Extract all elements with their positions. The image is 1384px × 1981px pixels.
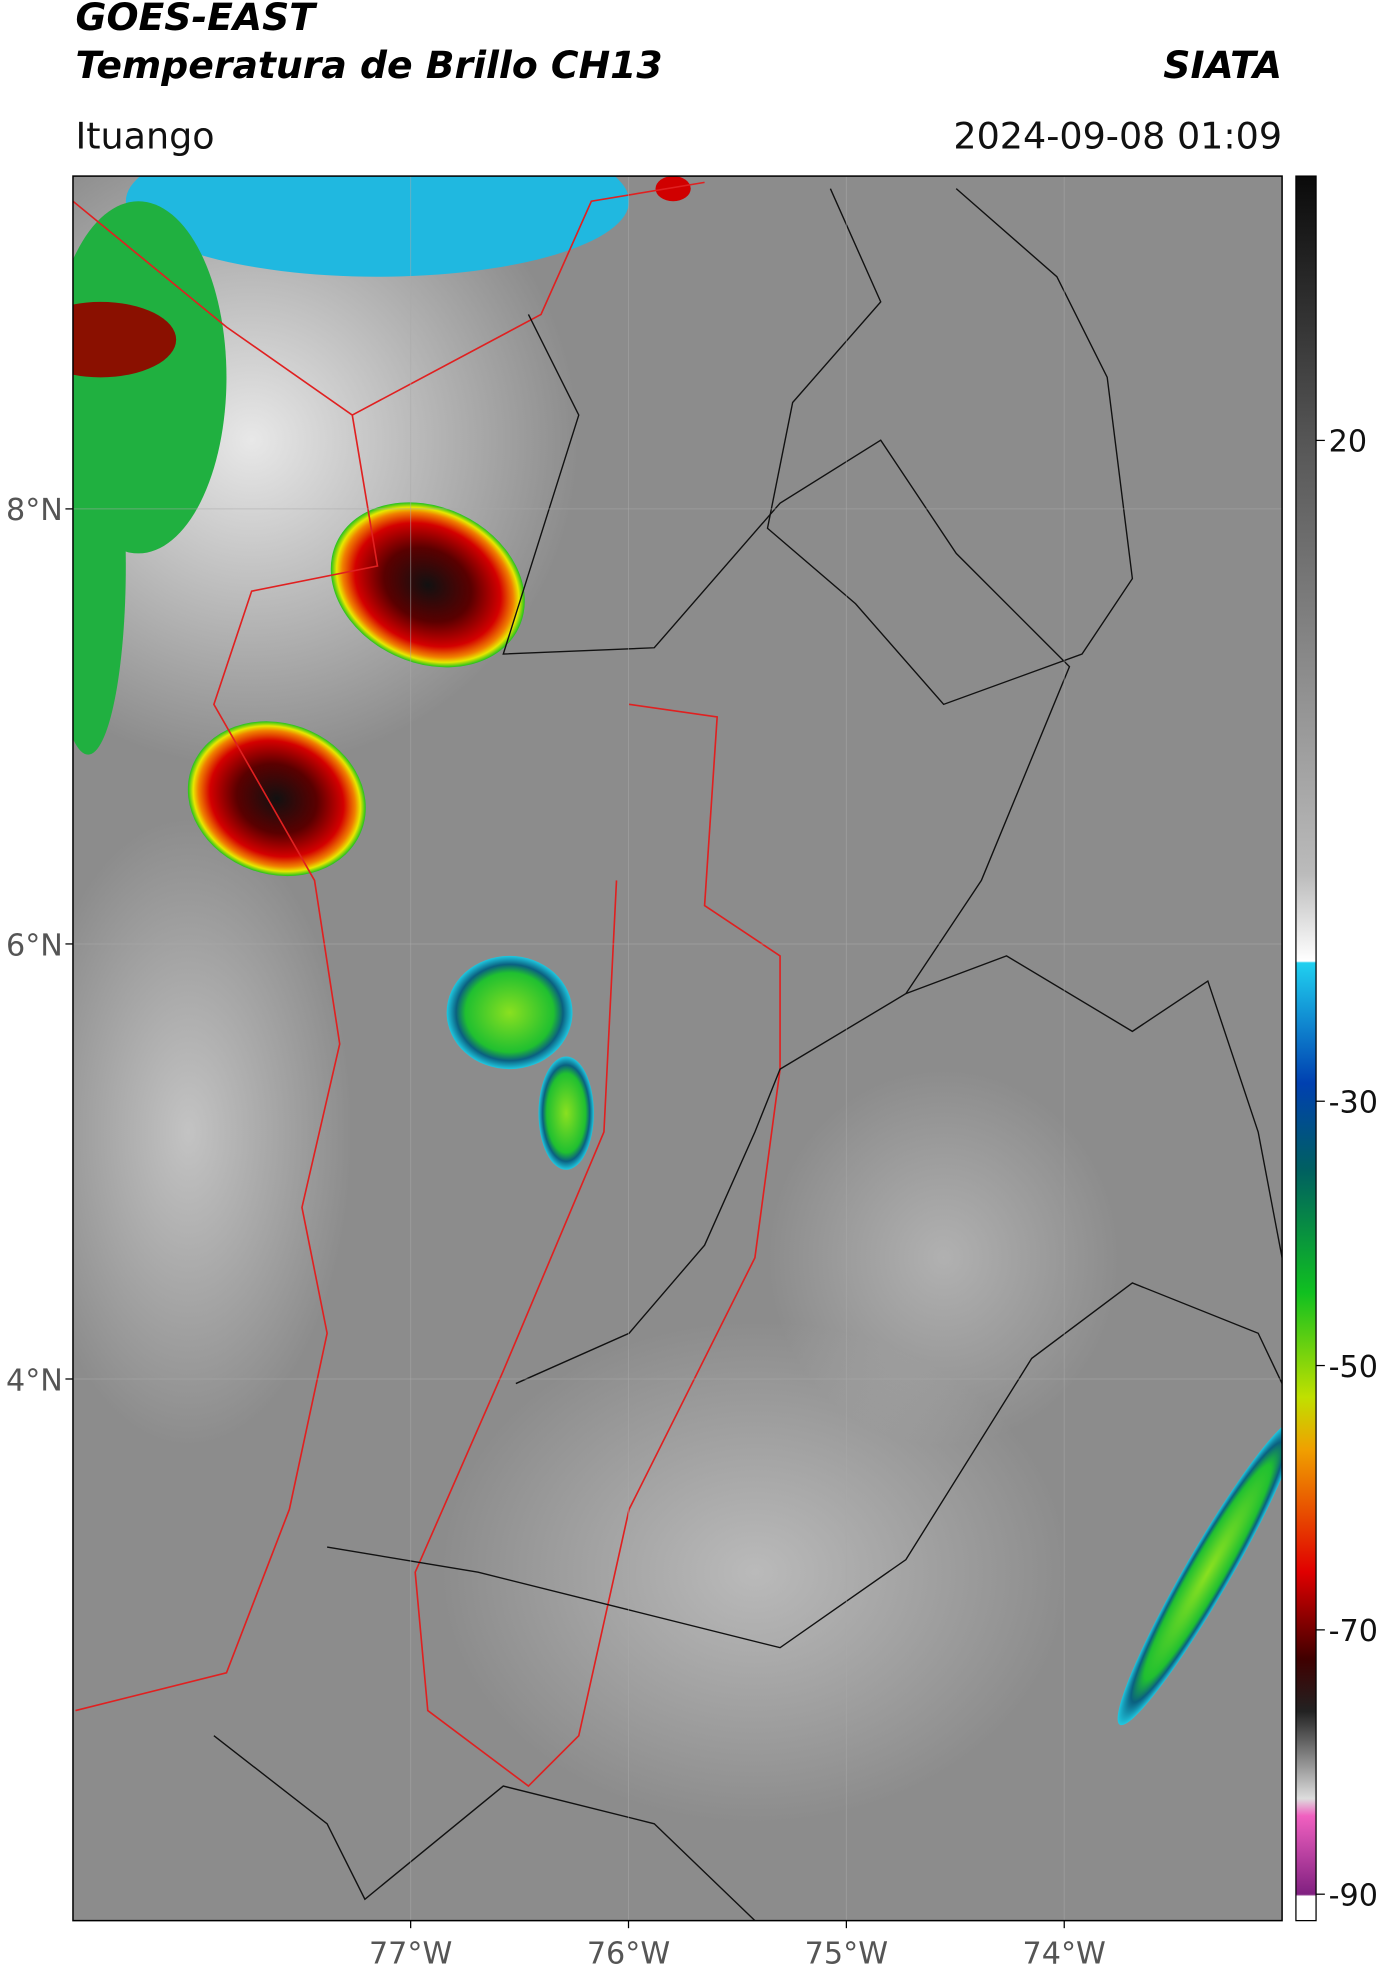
colorbar-label: -90 (1329, 1879, 1378, 1914)
x-tick-label: 75°W (805, 1936, 888, 1971)
x-tick-label: 74°W (1023, 1936, 1106, 1971)
colorbar (1295, 175, 1317, 1922)
map-frame (72, 175, 1283, 1922)
title: GOES-EAST (75, 0, 318, 39)
colorbar-label: 20 (1329, 425, 1367, 460)
y-tick-label: 6°N (6, 928, 63, 963)
colorbar-label: -50 (1329, 1350, 1378, 1385)
location: Ituango (75, 114, 214, 157)
x-tick-label: 77°W (369, 1936, 452, 1971)
y-tick-label: 4°N (6, 1363, 63, 1398)
y-tick-label: 8°N (6, 493, 63, 528)
datetime: 2024-09-08 01:09 (953, 114, 1282, 157)
subtitle: Temperatura de Brillo CH13 (75, 43, 662, 87)
colorbar-label: -30 (1329, 1086, 1378, 1121)
satellite-image (72, 176, 1283, 1921)
graticule (72, 176, 1283, 1921)
source: SIATA (1163, 43, 1282, 87)
colorbar-label: -70 (1329, 1614, 1378, 1649)
x-tick-label: 76°W (587, 1936, 670, 1971)
